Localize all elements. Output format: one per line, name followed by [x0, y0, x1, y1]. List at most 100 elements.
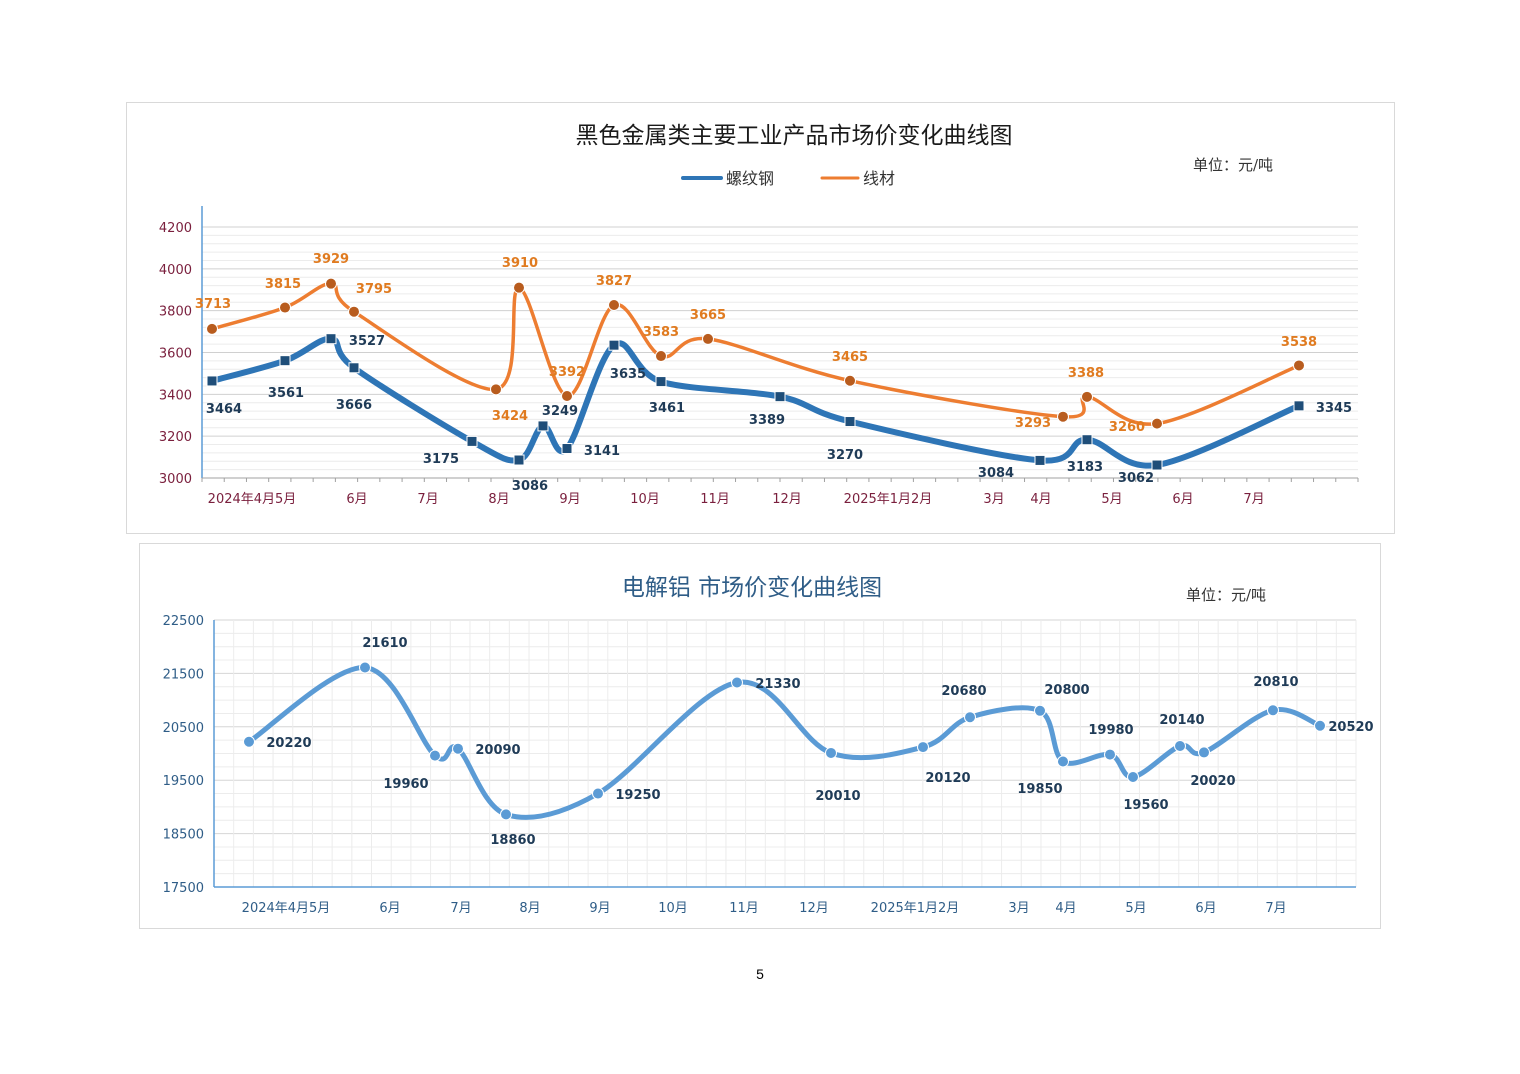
x-tick-label: 8月 — [488, 492, 509, 507]
x-tick-label: 2025年1月2月 — [844, 492, 933, 507]
data-point-wire — [702, 332, 714, 345]
data-label-aluminum: 18860 — [490, 833, 535, 848]
legend: 螺纹钢 线材 — [681, 169, 895, 188]
data-point-aluminum — [917, 741, 929, 754]
y-tick-label: 21500 — [163, 667, 204, 682]
x-tick-label: 12月 — [772, 492, 802, 507]
x-tick-label: 7月 — [1265, 901, 1286, 916]
data-label-rebar: 3461 — [649, 401, 685, 416]
data-point-aluminum — [452, 742, 464, 755]
x-tick-label: 6月 — [346, 492, 367, 507]
data-point-wire — [561, 390, 573, 403]
data-point-aluminum — [1104, 748, 1116, 761]
x-tick-label: 12月 — [799, 901, 829, 916]
data-label-wire: 3424 — [492, 409, 528, 424]
data-point-aluminum — [1034, 704, 1046, 717]
data-label-aluminum: 19560 — [1123, 798, 1168, 813]
y-tick-label: 4000 — [159, 263, 192, 278]
data-point-rebar — [844, 416, 856, 428]
data-point-wire — [348, 305, 360, 318]
x-tick-label: 11月 — [729, 901, 759, 916]
x-tick-label: 11月 — [700, 492, 730, 507]
data-label-rebar: 3141 — [584, 444, 620, 459]
data-label-aluminum: 21610 — [362, 636, 407, 651]
y-tick-label: 3200 — [159, 430, 192, 445]
x-tick-label: 10月 — [630, 492, 660, 507]
x-tick-label: 4月 — [1030, 492, 1051, 507]
data-point-wire — [844, 374, 856, 387]
y-tick-label: 17500 — [163, 881, 204, 896]
chart-title: 电解铝 市场价变化曲线图 — [622, 575, 882, 601]
legend-label-rebar: 螺纹钢 — [726, 169, 774, 188]
data-label-wire: 3713 — [195, 297, 231, 312]
data-label-wire: 3392 — [549, 365, 585, 380]
data-point-aluminum — [1174, 740, 1186, 753]
x-tick-label: 8月 — [519, 901, 540, 916]
x-tick-label: 7月 — [450, 901, 471, 916]
data-point-rebar — [1034, 454, 1046, 466]
data-label-aluminum: 20010 — [815, 789, 860, 804]
data-label-rebar: 3062 — [1118, 471, 1154, 486]
data-label-wire: 3260 — [1109, 420, 1145, 435]
x-tick-label: 6月 — [1195, 901, 1216, 916]
x-tick-label: 6月 — [1172, 492, 1193, 507]
data-point-rebar — [279, 355, 291, 367]
data-point-rebar — [1151, 459, 1163, 471]
data-label-wire: 3293 — [1015, 416, 1051, 431]
data-label-wire: 3910 — [502, 256, 538, 271]
data-point-rebar — [348, 362, 360, 374]
data-label-rebar: 3270 — [827, 448, 863, 463]
data-label-aluminum: 20800 — [1044, 683, 1089, 698]
x-tick-label: 10月 — [658, 901, 688, 916]
data-point-wire — [1151, 417, 1163, 430]
y-tick-label: 3800 — [159, 305, 192, 320]
y-tick-label: 3600 — [159, 347, 192, 362]
data-point-aluminum — [429, 749, 441, 762]
data-label-rebar: 3561 — [268, 386, 304, 401]
data-label-wire: 3388 — [1068, 366, 1104, 381]
data-point-wire — [513, 281, 525, 294]
data-point-rebar — [1293, 400, 1305, 412]
data-point-aluminum — [243, 735, 255, 748]
data-label-wire: 3795 — [356, 282, 392, 297]
data-point-rebar — [466, 435, 478, 447]
y-tick-label: 20500 — [163, 721, 204, 736]
x-tick-label: 2024年4月5月 — [242, 901, 331, 916]
data-point-wire — [279, 301, 291, 314]
data-point-aluminum — [1127, 770, 1139, 783]
data-label-rebar: 3666 — [336, 398, 372, 413]
data-point-aluminum — [964, 711, 976, 724]
data-point-aluminum — [500, 808, 512, 821]
data-point-rebar — [513, 454, 525, 466]
data-label-aluminum: 20220 — [266, 736, 311, 751]
y-tick-label: 3000 — [159, 472, 192, 487]
x-tick-label: 4月 — [1055, 901, 1076, 916]
data-label-wire: 3665 — [690, 308, 726, 323]
data-label-aluminum: 20680 — [941, 684, 986, 699]
data-point-aluminum — [1057, 755, 1069, 768]
data-label-aluminum: 20810 — [1253, 675, 1298, 690]
x-tick-label: 7月 — [417, 492, 438, 507]
data-label-aluminum: 19850 — [1017, 782, 1062, 797]
data-point-wire — [1293, 359, 1305, 372]
data-point-rebar — [325, 333, 337, 345]
data-point-aluminum — [1267, 704, 1279, 717]
x-tick-label: 3月 — [983, 492, 1004, 507]
data-label-rebar: 3635 — [610, 367, 646, 382]
unit-label: 单位：元/吨 — [1193, 156, 1273, 174]
legend-label-wire: 线材 — [863, 169, 895, 188]
data-label-wire: 3929 — [313, 252, 349, 267]
data-point-wire — [206, 322, 218, 335]
data-label-rebar: 3175 — [423, 452, 459, 467]
x-tick-label: 2025年1月2月 — [871, 901, 960, 916]
data-point-wire — [1057, 410, 1069, 423]
data-point-aluminum — [1314, 719, 1326, 732]
data-label-rebar: 3527 — [349, 334, 385, 349]
data-label-aluminum: 19960 — [383, 777, 428, 792]
data-point-rebar — [561, 443, 573, 455]
y-tick-label: 3400 — [159, 388, 192, 403]
data-label-rebar: 3464 — [206, 402, 242, 417]
data-label-aluminum: 20520 — [1328, 720, 1373, 735]
data-point-wire — [490, 383, 502, 396]
